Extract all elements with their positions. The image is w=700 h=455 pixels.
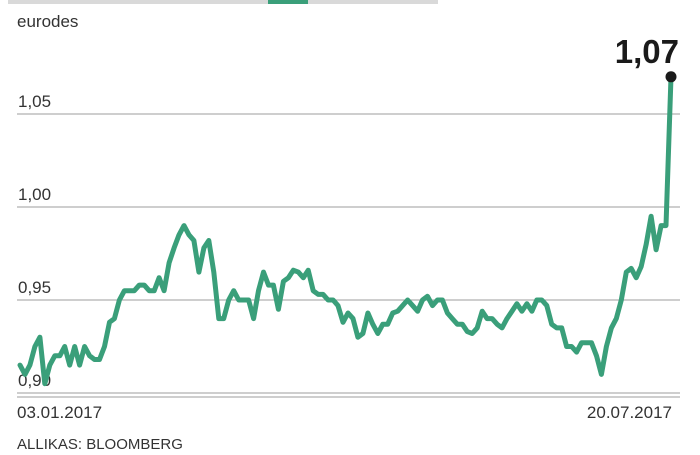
x-end-label: 20.07.2017 [587,403,672,422]
header-fragment-dark [8,0,268,4]
header-fragment [0,0,700,4]
grid-lines [17,113,680,394]
series-line [17,74,674,387]
last-value-marker [665,71,677,83]
header-fragment-dark-2 [308,0,438,4]
source-label: ALLIKAS: BLOOMBERG [17,436,183,453]
y-tick-label-2: 1,00 [18,185,51,204]
last-value-label: 1,07 [615,33,679,70]
y-tick-label-1: 0,95 [18,278,51,297]
x-start-label: 03.01.2017 [17,403,102,422]
y-tick-label-3: 1,05 [18,92,51,111]
header-fragment-green [268,0,308,4]
unit-label: eurodes [17,12,78,31]
